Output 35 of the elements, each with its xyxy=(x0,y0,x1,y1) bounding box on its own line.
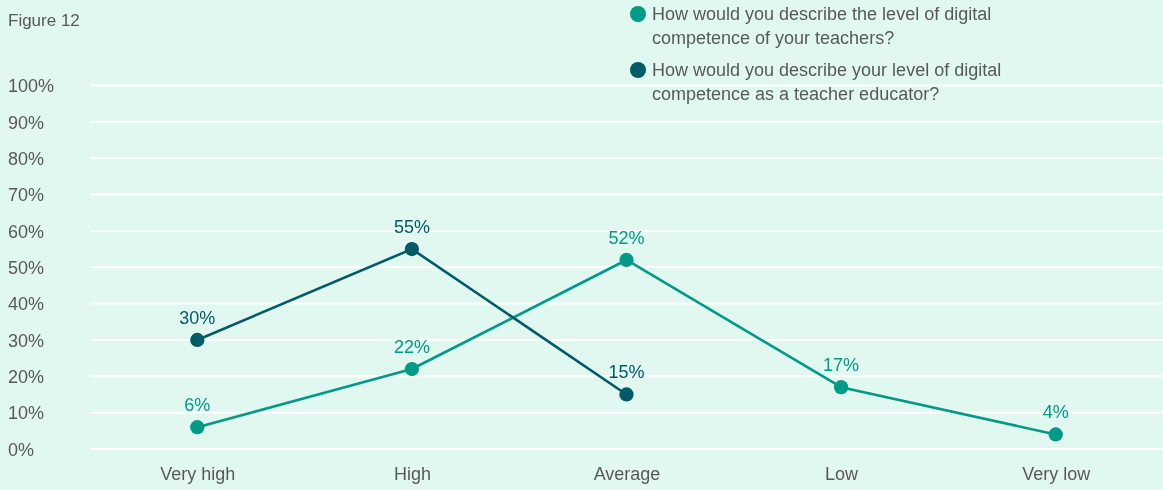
point xyxy=(404,361,420,377)
data-label: 55% xyxy=(393,217,430,238)
y-tick-label: 70% xyxy=(8,185,45,206)
y-tick-label: 80% xyxy=(8,149,45,169)
x-tick-label: Very low xyxy=(1022,463,1092,484)
y-tick-label: 0% xyxy=(8,439,35,460)
data-label: 15% xyxy=(608,362,645,383)
y-tick-label: 30% xyxy=(8,330,45,351)
x-tick-label: Very high xyxy=(160,463,236,484)
y-tick-label: 10% xyxy=(8,403,45,424)
data-label: 4% xyxy=(1042,402,1069,423)
y-tick-label: 20% xyxy=(8,367,45,388)
legend-label: How would you describe the level of digital competence of your teachers? xyxy=(652,4,992,48)
y-tick-label: 90% xyxy=(8,112,45,133)
point xyxy=(833,380,849,395)
data-label: 22% xyxy=(393,337,430,358)
x-tick-label: Low xyxy=(825,463,860,484)
y-tick-label: 50% xyxy=(8,258,45,279)
point xyxy=(404,241,420,257)
point xyxy=(190,420,205,435)
x-tick-label: Average xyxy=(593,463,661,484)
point xyxy=(619,252,634,268)
point xyxy=(1048,427,1063,442)
y-tick-label: 60% xyxy=(8,221,45,242)
x-tick-label: High xyxy=(393,463,431,484)
point xyxy=(190,332,205,348)
chart-title: Figure 12 xyxy=(8,11,80,30)
data-label: 30% xyxy=(179,307,216,328)
data-label: 6% xyxy=(184,395,211,416)
y-tick-label: 40% xyxy=(8,294,45,315)
legend-label: How would you describe your level of digital competence as a teacher educator? xyxy=(652,60,1002,104)
data-label: 17% xyxy=(823,355,860,376)
y-tick-label: 100% xyxy=(8,76,55,97)
point xyxy=(619,387,634,402)
data-label: 52% xyxy=(608,227,645,248)
